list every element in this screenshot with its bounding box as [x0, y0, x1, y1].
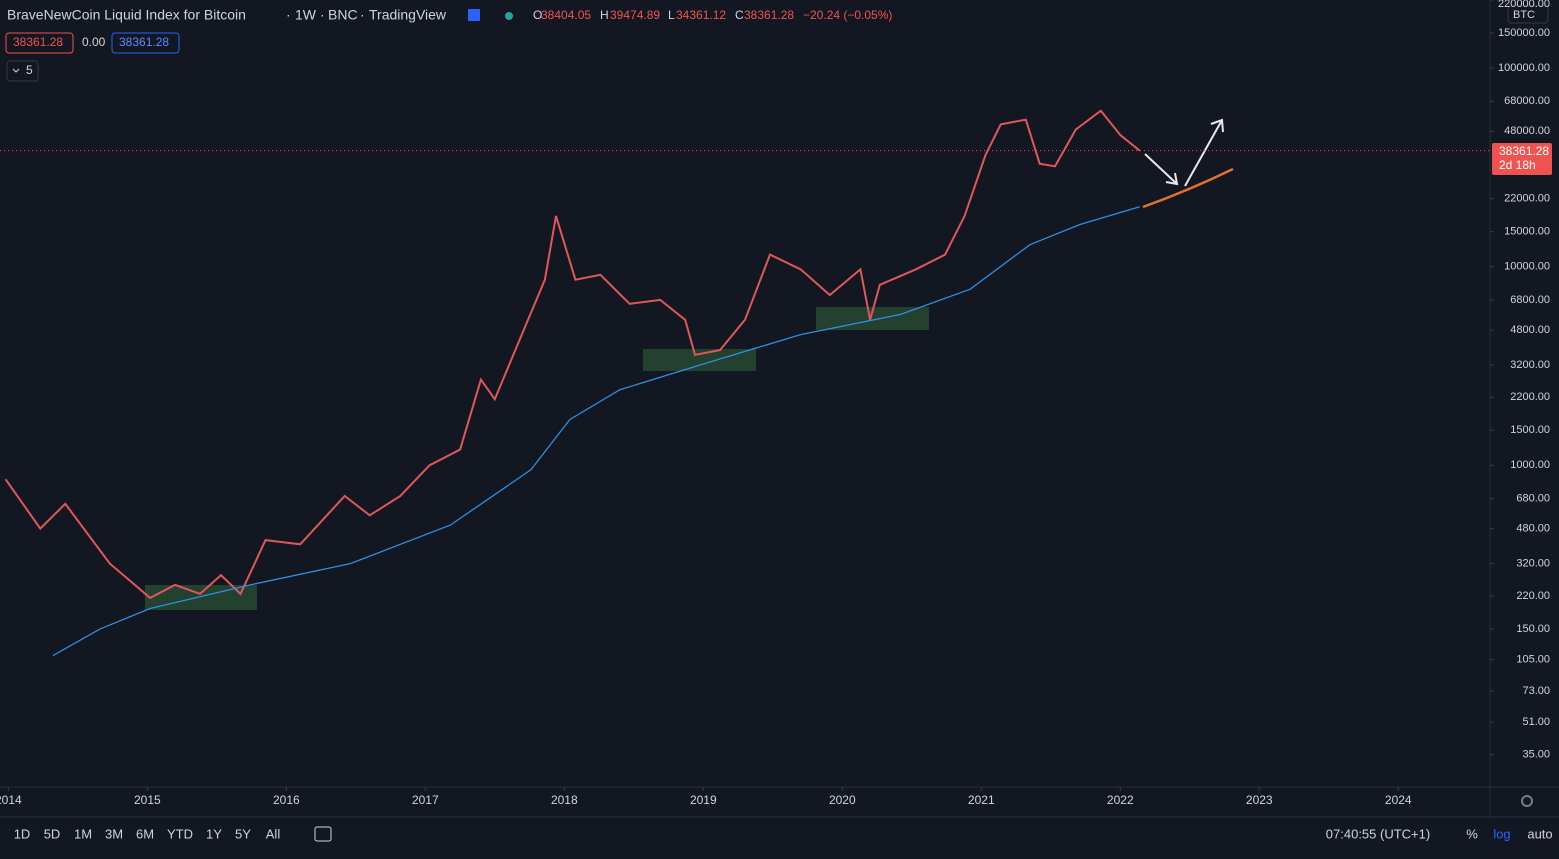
indicator-box: [111, 32, 180, 54]
y-tick-label: 2200.00: [1510, 391, 1550, 403]
range-button[interactable]: 6M: [136, 826, 154, 841]
ohlc-label: C: [735, 8, 744, 22]
y-tick-label: 3200.00: [1510, 359, 1550, 371]
symbol: BraveNewCoin Liquid Index for Bitcoin: [7, 7, 246, 23]
x-tick-label: 2021: [968, 793, 995, 807]
indicator-value: 38361.28: [13, 35, 63, 49]
x-tick-label: 2020: [829, 793, 856, 807]
currency: BTC: [1513, 9, 1535, 21]
chevron: [12, 68, 20, 73]
arrow-up: [1184, 118, 1224, 187]
x-tick-label: 2024: [1385, 793, 1412, 807]
y-tick-label: 150000.00: [1498, 27, 1550, 39]
x-tick-label: 2014: [0, 793, 22, 807]
price-tag: [1492, 143, 1552, 175]
y-tick-label: 6800.00: [1510, 294, 1550, 306]
y-tick-label: 15000.00: [1504, 226, 1550, 238]
range-button[interactable]: 3M: [105, 826, 123, 841]
separator: ·: [286, 7, 291, 23]
clock: 07:40:55 (UTC+1): [1326, 826, 1430, 841]
separator: ·: [320, 7, 325, 23]
y-tick-label: 51.00: [1522, 716, 1550, 728]
flag-icon[interactable]: [468, 9, 480, 21]
range-button[interactable]: 1Y: [206, 826, 222, 841]
zone-box: [816, 307, 929, 330]
source: TradingView: [369, 7, 447, 23]
y-tick-label: 100000.00: [1498, 62, 1550, 74]
range-button[interactable]: 5D: [44, 826, 61, 841]
y-tick-label: 680.00: [1516, 492, 1550, 504]
y-tick-label: 320.00: [1516, 557, 1550, 569]
interval: 1W: [295, 7, 317, 23]
x-tick-label: 2023: [1246, 793, 1273, 807]
y-tick-label: 1000.00: [1510, 459, 1550, 471]
plot-area: 220000.00 150000.00 100000.00 68000.00 48000…: [0, 0, 1550, 807]
range-button[interactable]: 1D: [14, 826, 31, 841]
y-tick-label: 73.00: [1522, 685, 1550, 697]
collapsed-count: 5: [26, 63, 33, 77]
exchange: BNC: [328, 7, 358, 23]
y-tick-label: 35.00: [1522, 748, 1550, 760]
status-dot: [505, 12, 513, 20]
settings-icon[interactable]: [1521, 795, 1533, 807]
y-tick-label: 105.00: [1516, 654, 1550, 666]
toolbar: 1D 5D 1M 3M 6M YTD 1Y 5Y All 07:40:55 (UTC+1)% log…: [14, 826, 1553, 841]
y-tick-label: 48000.00: [1504, 125, 1550, 137]
y-tick-label: 68000.00: [1504, 95, 1550, 107]
ohlc-value: 39474.89: [610, 8, 660, 22]
countdown: 2d 18h: [1499, 158, 1536, 172]
y-tick-label: 220000.00: [1498, 0, 1550, 10]
x-tick-label: 2022: [1107, 793, 1134, 807]
scale-option[interactable]: %: [1466, 826, 1478, 841]
y-tick-label: 480.00: [1516, 522, 1550, 534]
x-tick-label: 2018: [551, 793, 578, 807]
x-tick-label: 2015: [134, 793, 161, 807]
range-button[interactable]: 5Y: [235, 826, 251, 841]
ohlc-value: 38361.28: [744, 8, 794, 22]
y-tick-label: 220.00: [1516, 590, 1550, 602]
x-tick-label: 2019: [690, 793, 717, 807]
last-price: 38361.28: [1499, 144, 1549, 158]
y-tick-label: 150.00: [1516, 623, 1550, 635]
ohlc-label: O: [533, 8, 542, 22]
range-button[interactable]: 1M: [74, 826, 92, 841]
y-tick-label: 10000.00: [1504, 261, 1550, 273]
separator: ·: [360, 7, 365, 23]
currency-button[interactable]: [1507, 5, 1549, 24]
scale-option[interactable]: auto: [1527, 826, 1552, 841]
arrow-down: [1144, 153, 1179, 186]
y-tick-label: 22000.00: [1504, 193, 1550, 205]
y-tick-label: 1500.00: [1510, 424, 1550, 436]
change: −20.24 (−0.05%): [803, 8, 892, 22]
projection-line: [1142, 167, 1234, 209]
indicator-value: 38361.28: [119, 35, 169, 49]
y-tick-label: 4800.00: [1510, 324, 1550, 336]
ohlc-value: 34361.12: [676, 8, 726, 22]
series-line: [52, 206, 1140, 657]
ohlc-value: 38404.05: [541, 8, 591, 22]
date-range-icon[interactable]: [314, 826, 332, 842]
indicator-box: [5, 32, 74, 54]
ohlc-label: L: [668, 8, 675, 22]
range-button[interactable]: All: [266, 826, 281, 841]
ohlc-label: H: [600, 8, 609, 22]
range-button[interactable]: YTD: [167, 826, 193, 841]
x-tick-label: 2017: [412, 793, 439, 807]
indicator-value: 0.00: [82, 35, 106, 49]
series-line: [4, 109, 1141, 600]
collapse-button[interactable]: [6, 60, 39, 82]
header: BraveNewCoin Liquid Index for Bitcoin · …: [7, 7, 892, 23]
scale-option[interactable]: log: [1493, 826, 1510, 841]
zone-box: [643, 349, 756, 371]
x-tick-label: 2016: [273, 793, 300, 807]
